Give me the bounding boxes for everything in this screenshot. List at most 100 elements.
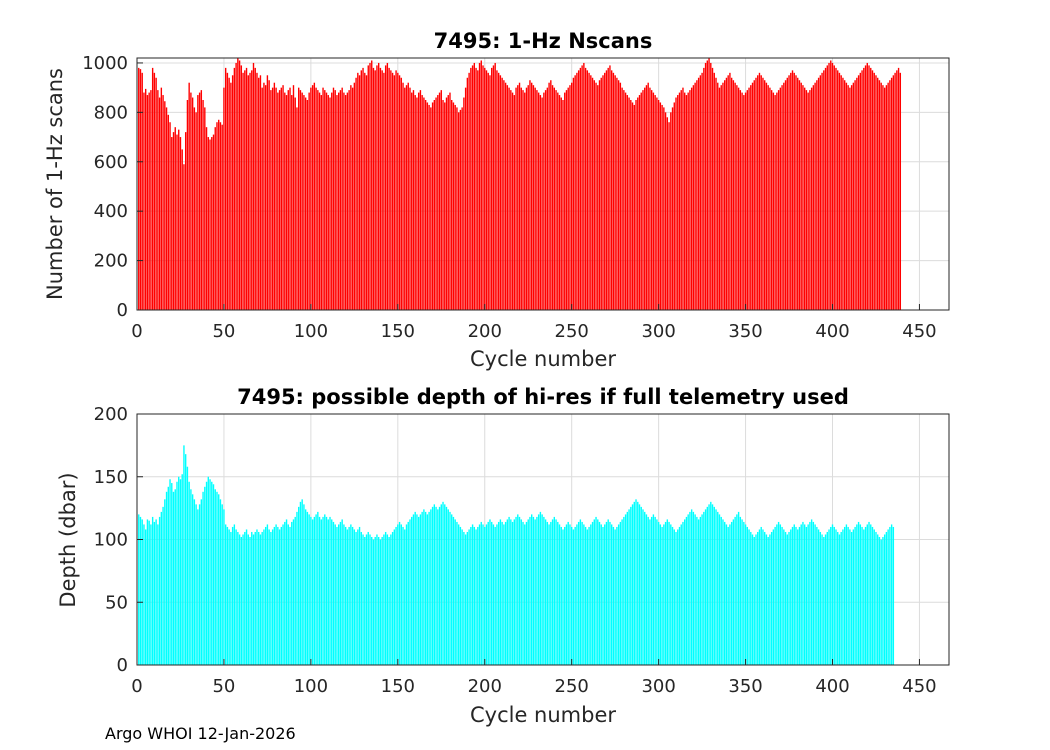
depth-bar — [346, 529, 349, 665]
depth-bar — [685, 516, 688, 665]
nscans-bar — [393, 75, 396, 310]
depth-bar — [268, 529, 270, 665]
nscans-bar — [558, 95, 561, 310]
depth-bar — [158, 516, 161, 665]
depth-bar — [211, 481, 213, 665]
depth-bar — [821, 534, 823, 665]
nscans-x-axis-label: Cycle number — [470, 347, 616, 371]
nscans-bar — [791, 70, 794, 311]
nscans-bar — [494, 62, 496, 310]
depth-bar — [449, 511, 451, 665]
nscans-bar — [395, 70, 397, 311]
nscans-bar — [360, 70, 362, 311]
depth-bar — [362, 534, 364, 665]
nscans-bar — [178, 129, 180, 310]
depth-bar — [861, 526, 863, 665]
depth-bar — [577, 521, 580, 665]
depth-bar — [204, 486, 206, 665]
depth-bar — [638, 504, 641, 665]
nscans-bar — [457, 112, 460, 311]
depth-bar — [609, 521, 611, 665]
nscans-bar — [317, 90, 319, 310]
depth-bar — [144, 529, 147, 665]
depth-bar — [492, 524, 495, 665]
depth-bar — [772, 529, 775, 665]
depth-bar — [588, 526, 590, 665]
depth-bar — [652, 514, 655, 665]
nscans-bar — [292, 85, 295, 310]
nscans-bar — [610, 70, 613, 311]
depth-bar — [637, 501, 639, 665]
nscans-bar — [280, 87, 283, 310]
nscans-title: 7495: 1-Hz Nscans — [434, 29, 653, 53]
depth-bar — [464, 534, 467, 665]
depth-bar — [181, 474, 183, 665]
nscans-bar — [717, 82, 719, 311]
nscans-bar — [706, 60, 709, 311]
nscans-bar — [638, 95, 641, 310]
depth-bar — [197, 509, 199, 665]
depth-bar — [212, 484, 215, 665]
nscans-bar — [588, 72, 590, 310]
nscans-bar — [715, 77, 717, 310]
nscans-bar — [567, 87, 569, 310]
depth-bar — [405, 524, 408, 665]
depth-bar — [748, 529, 750, 665]
depth-bar — [289, 526, 291, 665]
nscans-bar — [353, 82, 356, 311]
nscans-ticks: 0 50 100 150 200 250 300 350 400 450 0 200 400 600 800… — [82, 53, 936, 342]
depth-bar — [478, 524, 481, 665]
nscans-bar — [315, 87, 317, 310]
depth-bar — [565, 524, 568, 665]
nscans-bar — [835, 67, 837, 310]
depth-bar — [139, 516, 142, 665]
depth-bar — [351, 526, 354, 665]
nscans-y-tick-label: 0 — [117, 300, 128, 321]
nscans-bar — [325, 92, 328, 311]
depth-bar — [722, 519, 724, 665]
nscans-bar — [364, 72, 366, 310]
nscans-bar — [765, 82, 768, 311]
footer-credit: Argo WHOI 12-Jan-2026 — [105, 724, 296, 743]
depth-bar — [252, 534, 255, 665]
depth-bar — [645, 514, 648, 665]
depth-bar — [805, 526, 808, 665]
depth-bar — [607, 519, 609, 665]
depth-bar — [416, 514, 418, 665]
depth-bar — [856, 524, 858, 665]
nscans-bar — [404, 87, 406, 310]
depth-bar — [710, 501, 712, 665]
nscans-bar — [151, 67, 154, 310]
depth-bar — [348, 526, 350, 665]
depth-bar — [324, 514, 326, 665]
nscans-bar — [584, 67, 587, 310]
nscans-bar — [710, 62, 712, 310]
depth-bar — [583, 524, 585, 665]
depth-bar — [598, 521, 601, 665]
depth-bar — [730, 521, 733, 665]
depth-bar — [437, 509, 439, 665]
nscans-bar — [692, 85, 695, 310]
nscans-bar — [351, 87, 354, 310]
depth-bar — [524, 524, 526, 665]
nscans-bar — [197, 95, 199, 310]
nscans-bar — [732, 80, 735, 310]
depth-bar — [233, 524, 236, 665]
nscans-bar — [722, 82, 724, 311]
depth-bar — [367, 531, 369, 665]
nscans-bar — [473, 62, 476, 310]
depth-bar — [586, 529, 589, 665]
depth-bar — [696, 516, 698, 665]
nscans-bar — [143, 92, 145, 311]
depth-bar — [249, 536, 251, 665]
depth-bar — [341, 519, 343, 665]
nscans-bar — [146, 95, 149, 310]
nscans-bar — [522, 90, 524, 310]
nscans-bar — [741, 92, 743, 311]
nscans-bar — [640, 92, 642, 311]
depth-bar — [350, 524, 352, 665]
nscans-bar — [320, 95, 323, 310]
depth-bar — [680, 524, 682, 665]
nscans-bar — [205, 127, 208, 310]
depth-bar — [381, 536, 383, 665]
